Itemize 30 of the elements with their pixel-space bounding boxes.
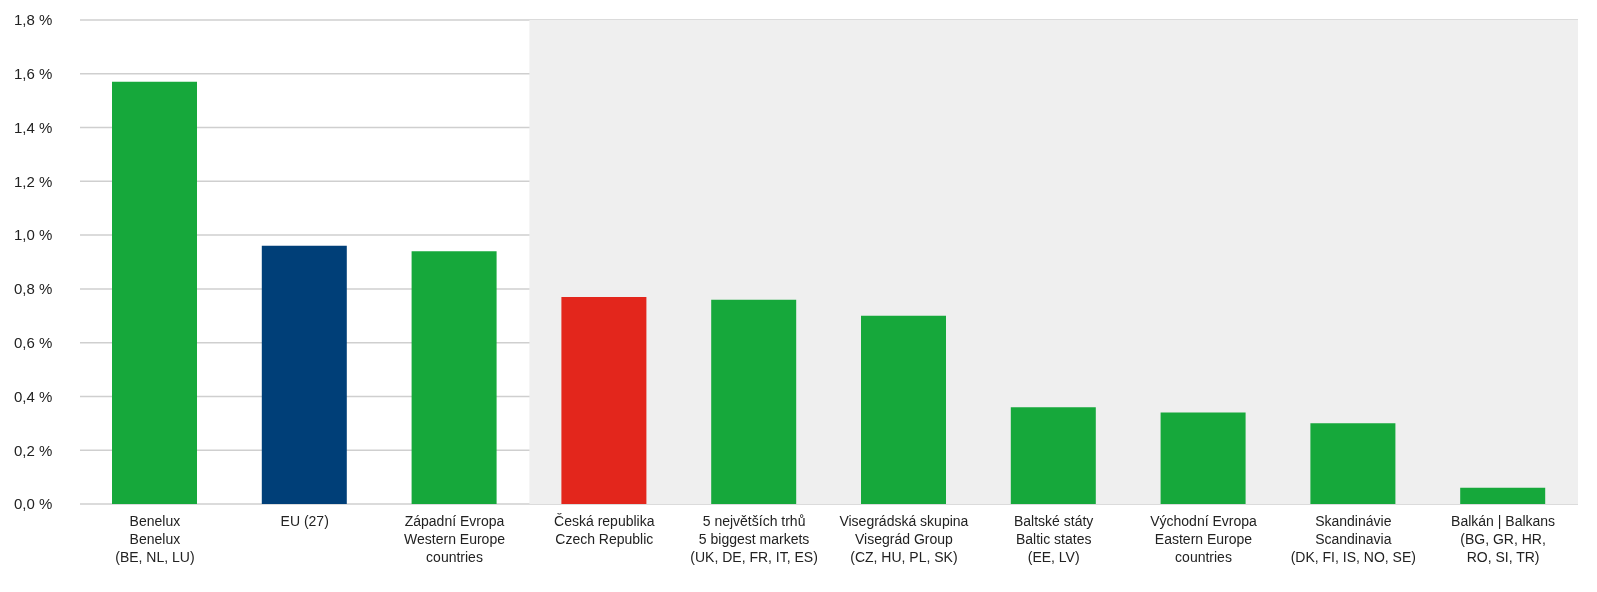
bar <box>1010 407 1096 504</box>
x-tick-label: 5 největších trhů 5 biggest markets (UK, DE, FR, IT, ES) <box>690 513 818 565</box>
y-tick-label: 1,8 % <box>14 11 53 29</box>
bar <box>861 315 946 504</box>
bar <box>411 251 497 504</box>
bar <box>711 299 797 504</box>
bar <box>261 245 347 504</box>
y-tick-label: 1,0 % <box>14 226 53 244</box>
bar <box>1160 412 1246 504</box>
x-tick-label: EU (27) <box>280 513 329 529</box>
y-tick-label: 0,6 % <box>14 333 53 351</box>
bar <box>561 296 647 504</box>
x-tick-label: Balkán | Balkans (BG, GR, HR, RO, SI, TR) <box>1451 513 1556 565</box>
bar <box>1310 423 1396 504</box>
x-tick-label: Baltské státy Baltic states (EE, LV) <box>1014 513 1094 565</box>
x-tick-label: Západní Evropa Western Europe countries <box>404 513 506 565</box>
y-tick-label: 1,4 % <box>14 118 53 136</box>
x-tick-label: Česká republika Czech Republic <box>554 513 655 547</box>
x-tick-label: Benelux Benelux (BE, NL, LU) <box>115 513 195 565</box>
x-tick-label: Skandinávie Scandinavia (DK, FI, IS, NO, SE) <box>1290 513 1416 565</box>
y-tick-label: 0,0 % <box>14 495 53 513</box>
bar <box>1460 487 1546 504</box>
y-tick-label: 1,2 % <box>14 172 53 190</box>
y-tick-label: 0,2 % <box>14 441 53 459</box>
y-tick-label: 0,8 % <box>14 280 53 298</box>
x-tick-label: Visegrádská skupina Visegrád Group (CZ, HU, PL, SK) <box>839 513 969 565</box>
x-tick-label: Východní Evropa Eastern Europe countries <box>1150 513 1258 565</box>
bar <box>112 81 197 504</box>
y-tick-label: 1,6 % <box>14 65 53 83</box>
y-tick-label: 0,4 % <box>14 387 53 405</box>
